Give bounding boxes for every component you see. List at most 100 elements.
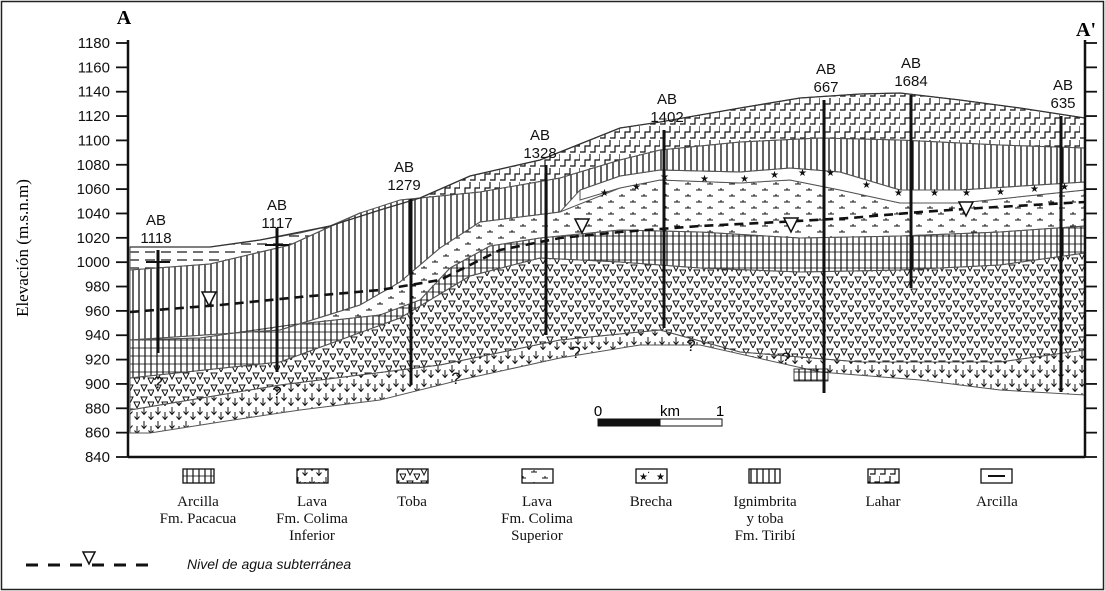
legend-swatches	[182, 468, 1013, 484]
y-tick-label: 1040	[77, 205, 110, 222]
y-tick-label: 1160	[78, 59, 110, 76]
legend-swatch-lava-superior	[521, 468, 554, 484]
scale-bar-unit-label: km	[660, 403, 680, 420]
water-marker-3	[782, 217, 800, 234]
well-label-prefix-1279: AB	[394, 159, 414, 176]
y-tick-label: 1120	[78, 108, 110, 125]
section-start-label: A	[117, 7, 132, 29]
breccia-star-icon: ★	[770, 170, 779, 181]
legend-water-level: Nivel de agua subterránea	[26, 551, 351, 572]
y-tick-label: 1080	[77, 157, 110, 174]
legend-label-pacacua-1: Arcilla	[177, 494, 219, 510]
legend-swatch-lava-inferior	[296, 468, 329, 484]
breccia-star-icon: ★	[1030, 184, 1039, 195]
well-label-prefix-1117: AB	[267, 197, 287, 214]
y-tick-label: 1140	[78, 84, 110, 101]
legend-label-pacacua-2: Fm. Pacacua	[160, 511, 237, 527]
breccia-star-icon: ★	[632, 182, 641, 193]
uncertain-marks: ? ? ? ? ? ?	[153, 336, 790, 402]
y-tick-label: 1020	[77, 230, 110, 247]
question-mark: ?	[153, 373, 162, 392]
legend: ★ ★· Arcilla Fm. Pacacua Lava Fm. Colima …	[26, 468, 1018, 572]
legend-label-lava-inferior-3: Inferior	[289, 528, 335, 544]
well-label-number-1328: 1328	[523, 145, 556, 162]
question-mark: ?	[571, 343, 580, 362]
geologic-layers	[129, 92, 1086, 434]
legend-swatch-lahar	[867, 468, 900, 484]
well-cross-ticks	[146, 244, 289, 263]
breccia-star-icon: ★	[962, 188, 971, 199]
legend-label-ignimbrita-2: y toba	[746, 511, 783, 527]
pacacua-outcrop-symbol	[793, 368, 829, 382]
question-mark: ?	[781, 349, 790, 368]
legend-label-lava-superior-2: Fm. Colima	[501, 511, 573, 527]
y-axis-left: 1180 1160 1140 1120 1100 1080 1060 1040 1020 1000…	[77, 35, 1085, 466]
breccia-star-icon: ★	[930, 188, 939, 199]
breccia-star-icon: ★	[862, 180, 871, 191]
legend-label-arcilla: Arcilla	[976, 494, 1018, 510]
y-tick-label: 860	[85, 425, 110, 442]
ground-surface-line	[130, 92, 1086, 248]
well-label-prefix-1402: AB	[657, 91, 677, 108]
question-mark: ?	[686, 336, 695, 355]
well-labels: AB 1118 AB 1117 AB 1279 AB 1328 AB 1402 …	[140, 55, 1075, 247]
breccia-star-icon: ★	[826, 168, 835, 179]
legend-label-toba: Toba	[397, 494, 427, 510]
section-end-label: A'	[1076, 19, 1096, 41]
y-tick-label: 1060	[77, 181, 110, 198]
well-label-number-1117: 1117	[261, 215, 292, 232]
breccia-star-icon: ★	[798, 168, 807, 179]
breccia-star-icon: ★	[996, 187, 1005, 198]
y-tick-label: 960	[85, 303, 110, 320]
water-level-symbol-icon	[81, 551, 97, 566]
water-table-markers	[200, 201, 975, 308]
scale-bar-end-label: 1	[716, 403, 724, 420]
y-tick-label: 840	[85, 449, 110, 466]
question-mark: ?	[451, 369, 460, 388]
breccia-stars: ★★★★★★★★★★★★★★★	[600, 168, 1069, 199]
breccia-star-icon: ★	[894, 188, 903, 199]
y-axis-right	[1083, 40, 1097, 458]
well-label-prefix-1118: AB	[146, 212, 166, 229]
scale-bar: 0 km 1	[594, 403, 724, 427]
legend-water-level-label: Nivel de agua subterránea	[187, 556, 351, 572]
well-label-number-667: 667	[813, 79, 838, 96]
legend-swatch-brecha	[635, 468, 668, 484]
legend-label-lava-superior-3: Superior	[511, 528, 563, 544]
water-marker-1	[200, 291, 218, 308]
svg-text:★: ★	[656, 472, 665, 483]
well-label-number-1402: 1402	[650, 109, 683, 126]
svg-text:·: ·	[647, 468, 650, 479]
well-label-prefix-667: AB	[816, 61, 836, 78]
water-marker-4	[957, 201, 975, 218]
water-marker-2	[573, 218, 591, 235]
scale-bar-start-label: 0	[594, 403, 602, 420]
well-label-number-635: 635	[1050, 95, 1075, 112]
y-tick-label: 1000	[77, 254, 110, 271]
svg-text:★: ★	[639, 472, 648, 483]
legend-swatch-toba	[396, 468, 429, 484]
y-tick-label: 880	[85, 400, 110, 417]
y-tick-label: 900	[85, 376, 110, 393]
legend-labels: Arcilla Fm. Pacacua Lava Fm. Colima Infe…	[160, 494, 1018, 544]
legend-swatch-pacacua	[182, 468, 215, 484]
breccia-star-icon: ★	[740, 174, 749, 185]
well-label-number-1684: 1684	[894, 73, 927, 90]
legend-label-lava-inferior-1: Lava	[297, 494, 327, 510]
wells	[156, 95, 1063, 393]
y-tick-label: 940	[85, 327, 110, 344]
legend-label-ignimbrita-3: Fm. Tiribí	[735, 528, 796, 544]
y-tick-label: 1100	[78, 132, 110, 149]
breccia-star-icon: ★	[700, 174, 709, 185]
legend-label-ignimbrita-1: Ignimbrita	[733, 494, 797, 510]
legend-label-lahar: Lahar	[866, 494, 901, 510]
legend-label-lava-superior-1: Lava	[522, 494, 552, 510]
water-table-line	[129, 200, 1086, 314]
legend-swatch-ignimbrita	[748, 468, 781, 484]
y-tick-label: 980	[85, 279, 110, 296]
well-label-prefix-1328: AB	[530, 127, 550, 144]
well-label-number-1118: 1118	[140, 230, 171, 247]
